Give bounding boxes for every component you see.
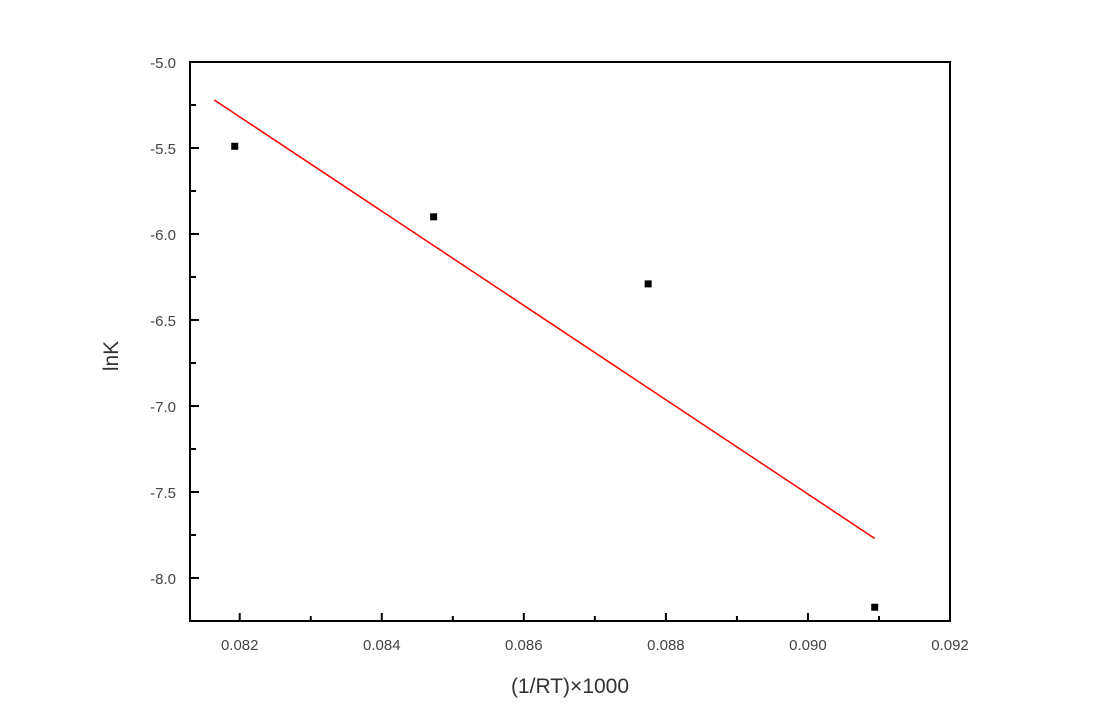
x-tick-label: 0.092 — [931, 637, 969, 654]
data-point — [231, 142, 239, 150]
x-axis-title: (1/RT)×1000 — [511, 675, 629, 698]
x-tick-label: 0.090 — [789, 637, 827, 654]
x-tick-label: 0.082 — [221, 637, 259, 654]
y-tick-label: -7.5 — [150, 485, 176, 502]
y-tick-label: -7.0 — [150, 399, 176, 416]
data-point — [871, 603, 879, 611]
y-tick-label: -6.5 — [150, 313, 176, 330]
y-tick-label: -5.0 — [150, 55, 176, 72]
x-tick-label: 0.084 — [363, 637, 401, 654]
y-tick-label: -5.5 — [150, 141, 176, 158]
y-tick-label: -8.0 — [150, 571, 176, 588]
fit-line — [213, 99, 876, 540]
y-axis-title: lnK — [100, 341, 123, 371]
plot-frame — [189, 61, 951, 622]
x-tick-label: 0.088 — [647, 637, 685, 654]
data-point — [644, 280, 652, 288]
x-tick-label: 0.086 — [505, 637, 543, 654]
data-point — [430, 213, 438, 221]
y-tick-label: -6.0 — [150, 227, 176, 244]
